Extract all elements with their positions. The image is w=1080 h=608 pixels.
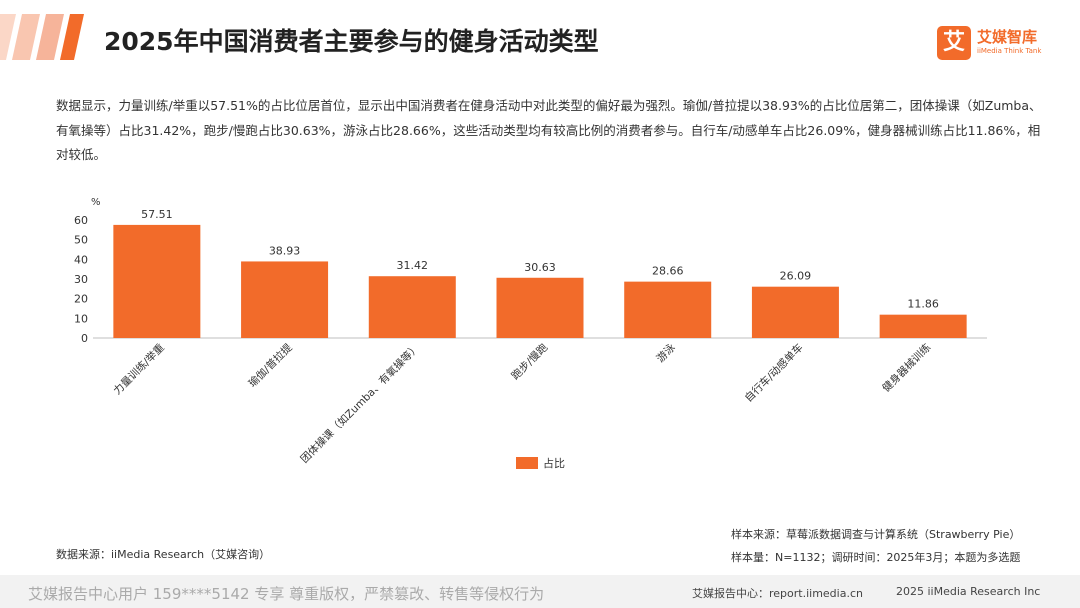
page-title: 2025年中国消费者主要参与的健身活动类型 (104, 27, 599, 56)
data-source: 数据来源：iiMedia Research（艾媒咨询） (56, 548, 271, 561)
footer-site-link[interactable]: 艾媒报告中心：report.iimedia.cn (692, 587, 863, 600)
footer-bar: 艾媒报告中心用户 159****5142 专享 尊重版权，严禁篡改、转售等侵权行… (0, 575, 1080, 608)
bar (241, 261, 329, 338)
x-tick-label: 跑步/慢跑 (509, 341, 551, 383)
y-tick-label: 60 (74, 214, 88, 227)
y-tick-label: 40 (74, 253, 88, 266)
bar (879, 314, 967, 338)
y-tick-label: 10 (74, 312, 88, 325)
brand-logo: 艾 艾媒智库 iiMedia Think Tank (937, 26, 1067, 62)
bar (624, 281, 712, 338)
y-tick-label: 0 (81, 332, 88, 345)
logo-text-cn: 艾媒智库 (977, 28, 1038, 46)
bar-value-label: 57.51 (141, 208, 173, 221)
y-tick-label: 20 (74, 293, 88, 306)
bar (113, 224, 201, 338)
bar-value-label: 26.09 (780, 270, 812, 283)
x-tick-label: 瑜伽/普拉提 (246, 341, 295, 390)
logo-mark: 艾 (937, 26, 971, 60)
x-tick-label: 游泳 (654, 341, 678, 365)
legend-swatch (516, 457, 538, 469)
bar-value-label: 11.86 (907, 298, 939, 311)
bar (496, 277, 584, 338)
bar-value-label: 38.93 (269, 244, 301, 257)
sample-info: 样本量：N=1132；调研时间：2025年3月；本题为多选题 (731, 551, 1021, 564)
legend-label: 占比 (543, 456, 565, 470)
description-text: 数据显示，力量训练/举重以57.51%的占比位居首位，显示出中国消费者在健身活动… (56, 98, 1042, 162)
y-axis-unit: % (91, 197, 101, 208)
bar-chart: % 0 10 20 30 40 50 60 57.51 力量训练/举重 38.93 瑜伽/普拉提 31.… (74, 197, 987, 470)
sample-source: 样本来源：草莓派数据调查与计算系统（Strawberry Pie） (731, 528, 1021, 541)
footer-watermark: 艾媒报告中心用户 159****5142 专享 尊重版权，严禁篡改、转售等侵权行… (28, 585, 545, 603)
x-tick-label: 团体操课（如Zumba、有氧操等） (298, 341, 423, 466)
bar (751, 286, 839, 338)
y-tick-label: 30 (74, 273, 88, 286)
bar (368, 276, 456, 338)
bar-value-label: 31.42 (397, 259, 429, 272)
y-tick-label: 50 (74, 234, 88, 247)
x-tick-label: 力量训练/举重 (111, 341, 167, 397)
logo-text-en: iiMedia Think Tank (977, 47, 1042, 55)
bar-value-label: 28.66 (652, 265, 684, 278)
header-stripes (0, 14, 84, 60)
x-tick-label: 自行车/动感单车 (742, 341, 806, 405)
footer-copyright: 2025 iiMedia Research Inc (896, 585, 1041, 598)
x-tick-label: 健身器械训练 (880, 341, 934, 395)
bar-value-label: 30.63 (524, 261, 556, 274)
